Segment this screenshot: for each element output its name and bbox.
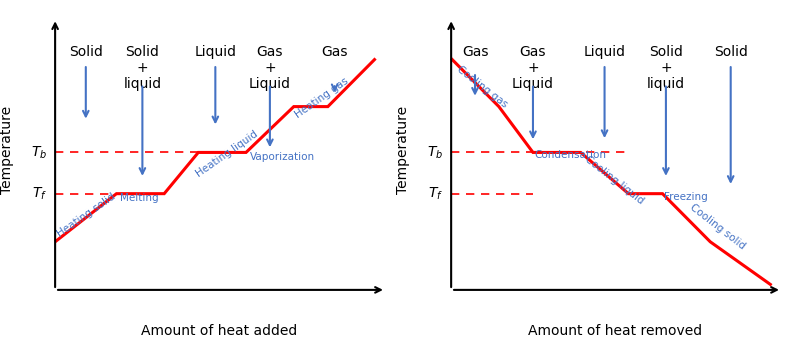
Text: Solid
+
liquid: Solid + liquid bbox=[647, 45, 685, 91]
Text: $T_b$: $T_b$ bbox=[427, 144, 443, 161]
Text: Cooling liquid: Cooling liquid bbox=[582, 154, 646, 205]
Text: Condensation: Condensation bbox=[535, 151, 606, 161]
Text: Heating liquid: Heating liquid bbox=[195, 129, 260, 179]
Text: Cooling solid: Cooling solid bbox=[689, 202, 748, 251]
Text: Gas: Gas bbox=[321, 45, 348, 59]
Text: Melting: Melting bbox=[120, 193, 158, 203]
Text: Amount of heat removed: Amount of heat removed bbox=[527, 324, 702, 338]
Text: Solid: Solid bbox=[714, 45, 748, 59]
Text: Liquid: Liquid bbox=[194, 45, 237, 59]
Text: Gas: Gas bbox=[462, 45, 488, 59]
Text: $T_f$: $T_f$ bbox=[32, 186, 47, 202]
Text: Heating solid: Heating solid bbox=[55, 192, 117, 239]
Text: Temperature: Temperature bbox=[396, 106, 411, 194]
Text: Solid: Solid bbox=[69, 45, 103, 59]
Text: $T_f$: $T_f$ bbox=[427, 186, 443, 202]
Text: Freezing: Freezing bbox=[664, 192, 708, 202]
Text: $T_b$: $T_b$ bbox=[30, 144, 47, 161]
Text: Liquid: Liquid bbox=[583, 45, 626, 59]
Text: Gas
+
Liquid: Gas + Liquid bbox=[512, 45, 554, 91]
Text: Heating gas: Heating gas bbox=[293, 76, 351, 120]
Text: Vaporization: Vaporization bbox=[249, 152, 315, 162]
Text: Cooling gas: Cooling gas bbox=[455, 64, 509, 110]
Text: Amount of heat added: Amount of heat added bbox=[141, 324, 297, 338]
Text: Temperature: Temperature bbox=[0, 106, 14, 194]
Text: Solid
+
liquid: Solid + liquid bbox=[123, 45, 161, 91]
Text: Gas
+
Liquid: Gas + Liquid bbox=[249, 45, 291, 91]
